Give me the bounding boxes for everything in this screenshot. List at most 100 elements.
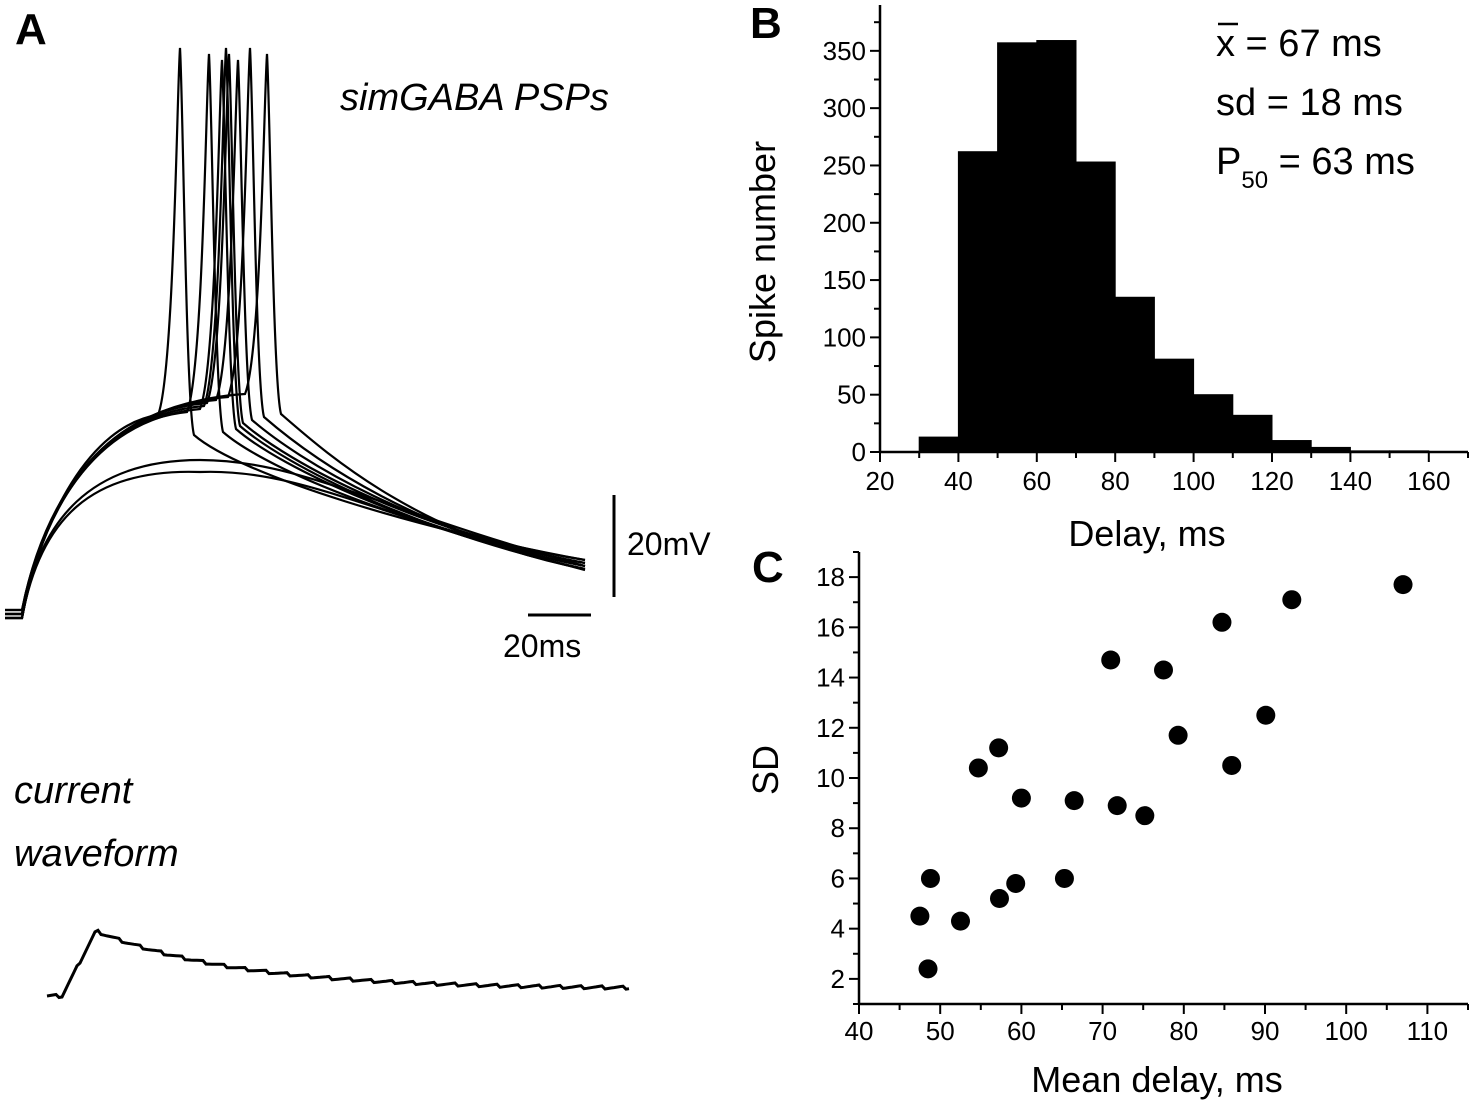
panel-letter-c: C bbox=[752, 543, 784, 592]
histogram-bar bbox=[1271, 440, 1312, 453]
scatter-point bbox=[1393, 575, 1413, 595]
histogram-ticks: 20 40 60 80 100 120 140 160 0 50 100 150 200 250 300 35… bbox=[823, 21, 1469, 496]
scatter-y-tick-label: 18 bbox=[816, 562, 845, 592]
histogram-y-tick-label: 0 bbox=[852, 437, 866, 467]
psp-trace bbox=[5, 47, 586, 620]
scatter-y-tick-label: 16 bbox=[816, 612, 845, 642]
histogram-bar bbox=[1036, 40, 1077, 453]
scatter-point bbox=[1101, 650, 1121, 670]
scatter-point bbox=[968, 758, 988, 778]
stat-mean-value: = 67 ms bbox=[1235, 23, 1382, 65]
stat-p50-value: = 63 ms bbox=[1268, 141, 1415, 183]
histogram-y-tick-label: 250 bbox=[823, 150, 866, 180]
stat-mean: x = 67 ms bbox=[1216, 23, 1382, 65]
psp-trace-group bbox=[5, 47, 586, 620]
histogram-x-tick-label: 120 bbox=[1250, 466, 1293, 496]
histogram-bar bbox=[1232, 414, 1273, 453]
histogram-y-tick-label: 200 bbox=[823, 208, 866, 238]
scatter-point bbox=[918, 959, 938, 979]
scatter-x-tick-label: 100 bbox=[1325, 1016, 1368, 1046]
histogram-x-tick-label: 60 bbox=[1022, 466, 1051, 496]
panel-b-histogram: 20 40 60 80 100 120 140 160 0 50 100 150 200 250 300 35… bbox=[742, 5, 1469, 554]
histogram-x-axis-label: Delay, ms bbox=[1068, 513, 1225, 554]
scatter-ticks: 40 50 60 70 80 90 100 110 2 4 6 8 10 12 14 16 18 bbox=[816, 551, 1469, 1046]
panel-letter-b: B bbox=[750, 0, 782, 48]
scatter-y-tick-label: 4 bbox=[831, 914, 845, 944]
scatter-y-tick-label: 14 bbox=[816, 663, 845, 693]
psp-trace bbox=[5, 59, 586, 612]
scatter-point bbox=[1222, 755, 1242, 775]
histogram-x-tick-label: 40 bbox=[944, 466, 973, 496]
histogram-x-tick-label: 100 bbox=[1172, 466, 1215, 496]
simgaba-psps-label: simGABA PSPs bbox=[340, 77, 609, 119]
scatter-point bbox=[951, 911, 970, 931]
scatter-point bbox=[1168, 725, 1188, 745]
stat-mean-symbol: x bbox=[1216, 23, 1235, 65]
scatter-point bbox=[1135, 806, 1155, 826]
psp-trace-subthreshold bbox=[5, 458, 586, 616]
voltage-scale-label: 20mV bbox=[627, 526, 711, 562]
scatter-x-tick-label: 110 bbox=[1407, 1016, 1448, 1046]
scatter-y-tick-label: 6 bbox=[831, 863, 845, 893]
histogram-x-tick-label: 20 bbox=[866, 466, 895, 496]
scatter-y-tick-label: 12 bbox=[816, 713, 845, 743]
scatter-y-axis-label: SD bbox=[745, 745, 786, 795]
scatter-point bbox=[989, 738, 1009, 758]
current-label: current bbox=[14, 770, 134, 812]
scatter-y-tick-label: 2 bbox=[831, 964, 845, 994]
histogram-bar bbox=[997, 42, 1038, 453]
scatter-x-tick-label: 50 bbox=[926, 1016, 955, 1046]
scatter-point bbox=[920, 868, 940, 888]
psp-trace bbox=[5, 53, 586, 616]
scatter-axes bbox=[857, 552, 1468, 1006]
scatter-point bbox=[1011, 788, 1031, 808]
psp-trace bbox=[5, 47, 586, 620]
histogram-x-tick-label: 160 bbox=[1407, 466, 1450, 496]
stat-p50: P50 = 63 ms bbox=[1216, 141, 1415, 194]
current-waveform-trace bbox=[46, 928, 630, 1000]
scatter-point bbox=[1212, 612, 1232, 632]
scatter-x-tick-label: 70 bbox=[1088, 1016, 1117, 1046]
histogram-y-tick-label: 50 bbox=[837, 380, 866, 410]
histogram-bars bbox=[918, 40, 1430, 453]
time-scale-label: 20ms bbox=[503, 628, 581, 664]
scatter-x-axis-label: Mean delay, ms bbox=[1031, 1059, 1282, 1100]
histogram-y-tick-label: 300 bbox=[823, 93, 866, 123]
scatter-x-tick-label: 60 bbox=[1007, 1016, 1036, 1046]
histogram-bar bbox=[957, 151, 999, 453]
panel-letter-a: A bbox=[15, 5, 47, 54]
scatter-x-tick-label: 40 bbox=[845, 1016, 874, 1046]
psp-trace bbox=[5, 53, 586, 616]
scatter-points bbox=[910, 575, 1413, 979]
psp-trace bbox=[5, 59, 586, 612]
scatter-y-tick-label: 10 bbox=[816, 763, 845, 793]
scatter-point bbox=[1064, 791, 1084, 811]
scatter-x-tick-label: 90 bbox=[1251, 1016, 1280, 1046]
scatter-point bbox=[1054, 868, 1074, 888]
scatter-x-tick-label: 80 bbox=[1169, 1016, 1198, 1046]
histogram-bar bbox=[918, 436, 959, 453]
stat-p50-subscript: 50 bbox=[1241, 167, 1268, 194]
scatter-point bbox=[1282, 590, 1302, 610]
scatter-point bbox=[1107, 796, 1127, 816]
waveform-label: waveform bbox=[14, 833, 179, 875]
histogram-x-tick-label: 80 bbox=[1101, 466, 1130, 496]
histogram-x-tick-label: 140 bbox=[1329, 466, 1372, 496]
stat-sd: sd = 18 ms bbox=[1216, 82, 1403, 124]
psp-trace-subthreshold bbox=[5, 470, 586, 620]
histogram-y-axis-label: Spike number bbox=[742, 141, 783, 363]
psp-trace bbox=[5, 47, 586, 620]
histogram-bar bbox=[1114, 296, 1155, 453]
scatter-y-tick-label: 8 bbox=[831, 813, 845, 843]
histogram-y-tick-label: 100 bbox=[823, 322, 866, 352]
panel-a-traces: simGABA PSPs 20mV 20ms current waveform bbox=[5, 47, 711, 1000]
histogram-bar bbox=[1193, 394, 1234, 453]
panel-c-scatter: 40 50 60 70 80 90 100 110 2 4 6 8 10 12 14 16 18 Mean de… bbox=[745, 551, 1469, 1100]
histogram-y-tick-label: 350 bbox=[823, 36, 866, 66]
scatter-point bbox=[1154, 660, 1173, 680]
histogram-bar bbox=[1153, 358, 1195, 453]
scatter-point bbox=[1006, 873, 1026, 893]
histogram-y-tick-label: 150 bbox=[823, 265, 866, 295]
histogram-bar bbox=[1075, 161, 1116, 453]
